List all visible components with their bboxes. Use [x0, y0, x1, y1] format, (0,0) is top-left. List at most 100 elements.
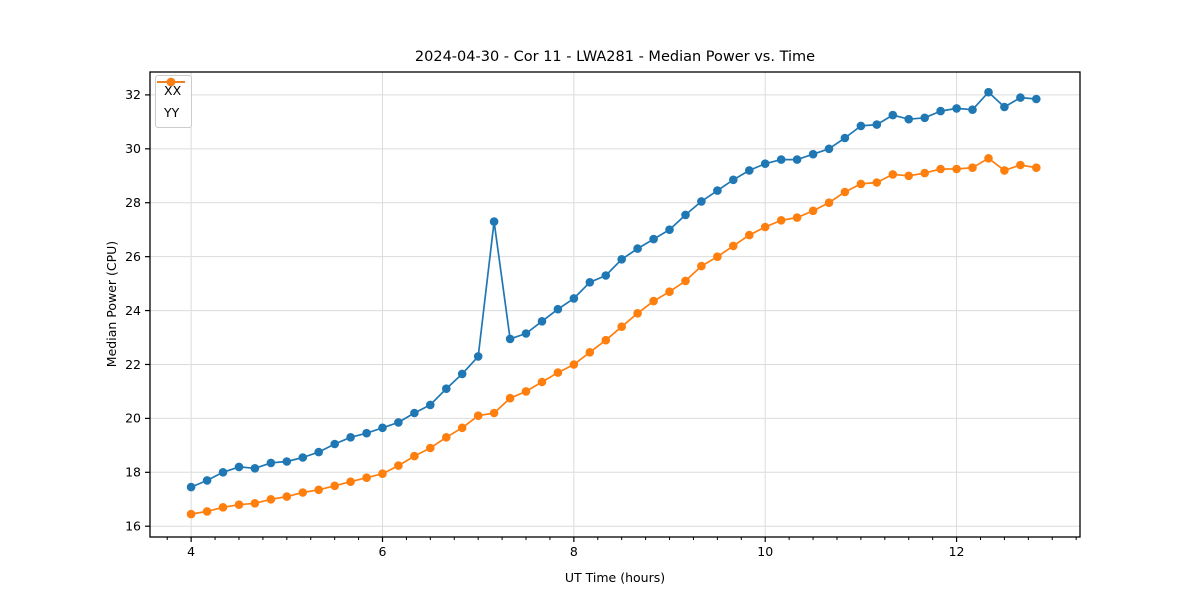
- series-xx-point: [952, 104, 961, 113]
- series-yy-point: [505, 393, 515, 403]
- series-yy-point: [665, 287, 674, 297]
- series-yy-point: [617, 322, 626, 332]
- series-xx-point: [745, 166, 754, 175]
- series-yy-point: [601, 335, 611, 345]
- series-xx-point: [218, 468, 228, 477]
- series-yy-point: [776, 216, 786, 225]
- series-xx-point: [776, 155, 786, 164]
- series-yy-point: [282, 492, 292, 501]
- series-yy-point: [202, 507, 212, 516]
- series-yy-point: [968, 163, 977, 172]
- series-xx-point: [330, 439, 340, 449]
- series-yy-point: [186, 509, 196, 519]
- series-xx-point: [505, 334, 515, 344]
- series-yy-point: [346, 477, 355, 487]
- series-xx-point: [1000, 102, 1009, 112]
- y-tick-label: 20: [125, 411, 141, 426]
- series-yy-point: [1032, 163, 1041, 172]
- series-xx-point: [410, 408, 419, 418]
- series-xx-point: [314, 447, 324, 457]
- series-yy-point: [888, 170, 898, 179]
- series-yy-point: [936, 164, 945, 174]
- series-xx-point: [856, 121, 866, 131]
- series-xx-point: [633, 244, 642, 253]
- series-xx-point: [936, 106, 945, 116]
- series-yy-point: [681, 276, 690, 286]
- series-xx-point: [872, 120, 882, 129]
- series-xx-point: [681, 210, 690, 220]
- y-tick-label: 26: [125, 249, 141, 264]
- y-tick-label: 24: [125, 303, 141, 318]
- series-yy-point: [745, 230, 754, 240]
- series-yy-point: [489, 408, 499, 418]
- series-yy-point: [920, 168, 929, 178]
- series-xx-point: [298, 453, 308, 462]
- y-tick-label: 18: [125, 465, 141, 480]
- series-yy-point: [250, 499, 260, 508]
- x-tick-label: 10: [757, 544, 773, 559]
- series-xx-point: [617, 254, 626, 264]
- series-xx-point: [553, 304, 563, 314]
- series-xx-point: [984, 87, 993, 97]
- series-xx-point: [1032, 94, 1041, 104]
- x-axis-label: UT Time (hours): [564, 570, 666, 585]
- y-tick-label: 32: [125, 87, 141, 102]
- series-xx-point: [601, 271, 611, 280]
- series-xx-point: [729, 175, 738, 185]
- series-xx-point: [378, 423, 387, 433]
- series-xx-point: [920, 113, 929, 123]
- series-yy-point: [362, 473, 371, 483]
- series-xx-point: [808, 149, 818, 159]
- legend-item-yy: YY: [157, 77, 185, 122]
- series-xx-point: [202, 476, 212, 485]
- series-yy-point: [330, 481, 340, 491]
- series-yy-point: [872, 178, 882, 187]
- series-xx-point: [649, 234, 658, 244]
- series-yy-point: [649, 296, 658, 306]
- y-tick-label: 22: [125, 357, 141, 372]
- series-xx-point: [442, 384, 451, 394]
- series-xx-point: [1016, 93, 1025, 102]
- series-xx-point: [394, 418, 403, 427]
- series-yy-point: [952, 164, 961, 174]
- series-xx-point: [665, 225, 674, 234]
- x-tick-label: 6: [379, 544, 387, 559]
- series-yy-point: [792, 213, 802, 222]
- series-xx-point: [282, 457, 292, 466]
- series-xx-point: [968, 105, 977, 114]
- series-xx-point: [457, 369, 467, 379]
- series-yy-point: [760, 222, 770, 232]
- series-yy-point: [314, 485, 324, 495]
- series-yy-line: [190, 157, 1037, 515]
- series-xx-point: [713, 186, 722, 195]
- series-xx-point: [760, 159, 770, 168]
- legend: XX YY: [155, 75, 193, 128]
- series-yy-point: [1000, 166, 1009, 175]
- series-yy-point: [473, 411, 483, 421]
- series-yy-point: [298, 488, 308, 497]
- series-yy-point: [234, 500, 244, 510]
- x-tick-label: 8: [570, 544, 578, 559]
- y-tick-label: 28: [125, 195, 141, 210]
- series-yy-point: [856, 179, 866, 189]
- series-yy-point: [410, 451, 419, 461]
- series-yy-point: [729, 241, 738, 251]
- series-yy-point: [904, 171, 913, 181]
- series-yy-point: [394, 461, 403, 470]
- series-yy-point: [537, 377, 547, 387]
- series-yy-point: [426, 443, 435, 453]
- series-xx-point: [824, 144, 834, 154]
- series-xx-point: [904, 114, 913, 124]
- x-tick-label: 4: [187, 544, 195, 559]
- series-xx-point: [234, 462, 244, 472]
- series-xx-point: [585, 278, 595, 287]
- series-yy-point: [840, 187, 850, 197]
- series-xx-point: [426, 400, 435, 410]
- series-xx-point: [346, 433, 355, 442]
- series-xx-point: [840, 133, 850, 143]
- series-xx-point: [888, 110, 898, 120]
- series-yy-point: [457, 423, 467, 433]
- series-xx-line: [190, 91, 1037, 488]
